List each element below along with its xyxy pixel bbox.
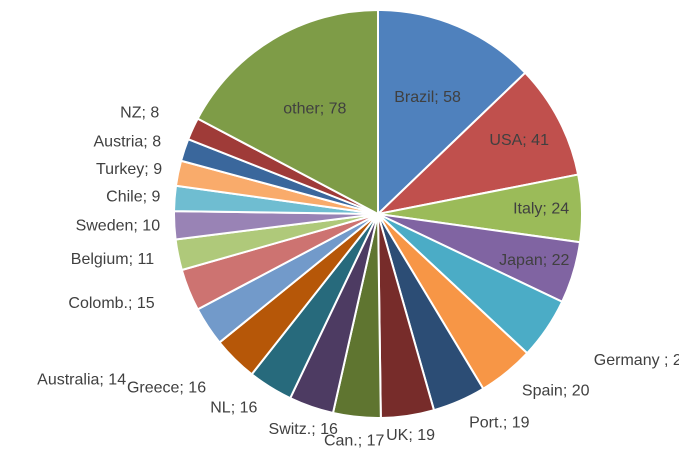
pie-slice-usa xyxy=(374,71,580,216)
data-label: Belgium; 11 xyxy=(71,251,154,268)
data-label: Austria; 8 xyxy=(94,133,162,150)
data-label: Chile; 9 xyxy=(106,189,160,206)
data-label: NL; 16 xyxy=(210,399,257,416)
data-label: Spain; 20 xyxy=(522,383,590,400)
data-label: Germany ; 22 xyxy=(594,352,679,369)
data-label: Switz.; 16 xyxy=(269,421,338,438)
data-label: Brazil; 58 xyxy=(394,89,461,106)
data-label: UK; 19 xyxy=(386,427,435,444)
pie-labels: Brazil; 58 USA; 41 Italy; 24 Japan; 22 Germa… xyxy=(37,89,679,450)
data-label: NZ; 8 xyxy=(120,105,159,122)
data-label: Australia; 14 xyxy=(37,372,126,389)
pie-slices xyxy=(173,8,583,419)
pie-slice-brazil xyxy=(377,8,527,217)
data-label: Can.; 17 xyxy=(324,432,385,449)
data-label: Turkey; 9 xyxy=(96,161,162,178)
pie-slice-other xyxy=(196,8,379,216)
data-label: Japan; 22 xyxy=(499,252,569,269)
data-label: Port.; 19 xyxy=(469,415,530,432)
data-label: Colomb.; 15 xyxy=(68,295,154,312)
data-label: Sweden; 10 xyxy=(76,217,161,234)
data-label: USA; 41 xyxy=(489,132,549,149)
data-label: other; 78 xyxy=(283,100,346,117)
data-label: Italy; 24 xyxy=(513,201,569,218)
data-label: Greece; 16 xyxy=(127,380,206,397)
